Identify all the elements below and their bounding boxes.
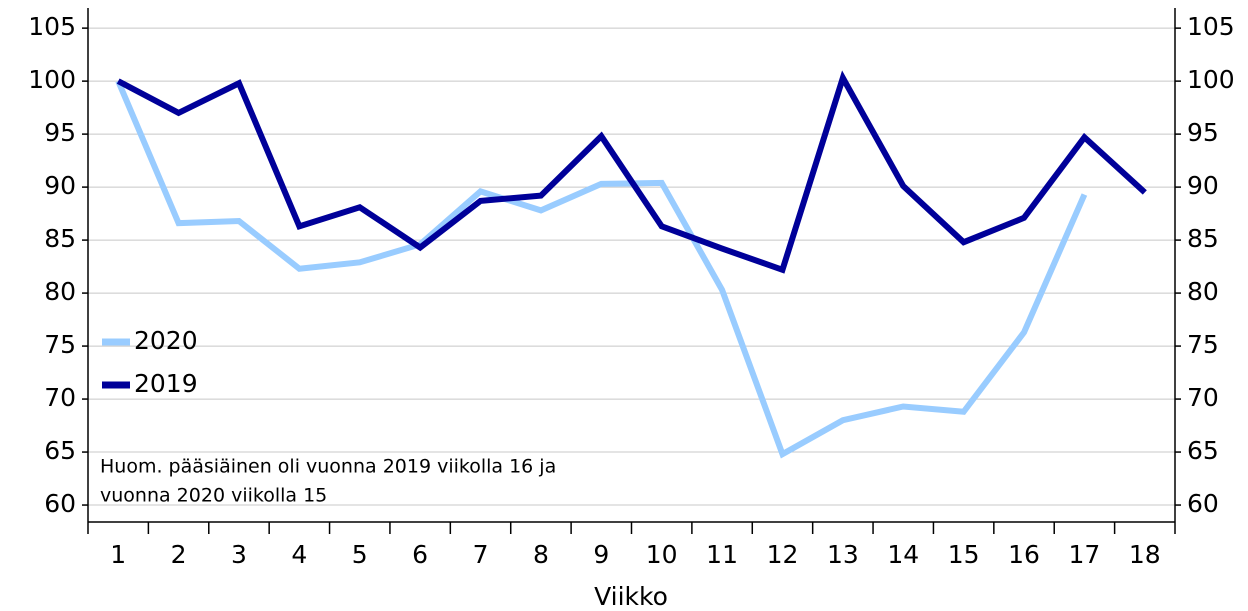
x-tick-label: 2: [171, 540, 187, 569]
x-tick-label: 9: [593, 540, 609, 569]
x-tick-label: 18: [1129, 540, 1161, 569]
x-tick-label: 13: [827, 540, 859, 569]
y2-tick-label: 90: [1187, 171, 1219, 200]
x-tick-label: 4: [291, 540, 307, 569]
y-tick-label: 65: [44, 436, 76, 465]
y-tick-label: 100: [28, 65, 76, 94]
line-series: [116, 70, 1147, 274]
y2-tick-label: 70: [1187, 383, 1219, 412]
y2-tick-label: 65: [1187, 436, 1219, 465]
y2-tick-label: 105: [1187, 12, 1235, 41]
x-tick-label: 14: [887, 540, 919, 569]
x-tick-label: 10: [646, 540, 678, 569]
x-tick-label: 17: [1069, 540, 1101, 569]
x-axis-label: Viikko: [594, 582, 668, 611]
legend-label: 2020: [134, 326, 198, 355]
y-tick-label: 105: [28, 12, 76, 41]
x-tick-label: 16: [1008, 540, 1040, 569]
x-tick-label: 6: [412, 540, 428, 569]
annotation: Huom. pääsiäinen oli vuonna 2019 viikoll…: [100, 456, 556, 478]
x-tick-label: 8: [533, 540, 549, 569]
y-tick-label: 95: [44, 118, 76, 147]
x-tick-label: 12: [767, 540, 799, 569]
x-tick-label: 11: [706, 540, 738, 569]
y2-tick-label: 80: [1187, 277, 1219, 306]
y-tick-label: 80: [44, 277, 76, 306]
x-tick-label: 1: [110, 540, 126, 569]
y-tick-label: 70: [44, 383, 76, 412]
y-tick-label: 85: [44, 224, 76, 253]
y2-tick-label: 85: [1187, 224, 1219, 253]
x-tick-label: 15: [948, 540, 980, 569]
annotation: vuonna 2020 viikolla 15: [100, 485, 327, 507]
y2-tick-label: 75: [1187, 330, 1219, 359]
line-series: [115, 79, 1088, 459]
y-tick-label: 75: [44, 330, 76, 359]
x-tick-label: 5: [352, 540, 368, 569]
y-tick-label: 90: [44, 171, 76, 200]
y2-tick-label: 60: [1187, 489, 1219, 518]
y2-tick-label: 100: [1187, 65, 1235, 94]
x-tick-label: 7: [473, 540, 489, 569]
legend-label: 2019: [134, 369, 198, 398]
x-tick-label: 3: [231, 540, 247, 569]
y-tick-label: 60: [44, 489, 76, 518]
y2-tick-label: 95: [1187, 118, 1219, 147]
